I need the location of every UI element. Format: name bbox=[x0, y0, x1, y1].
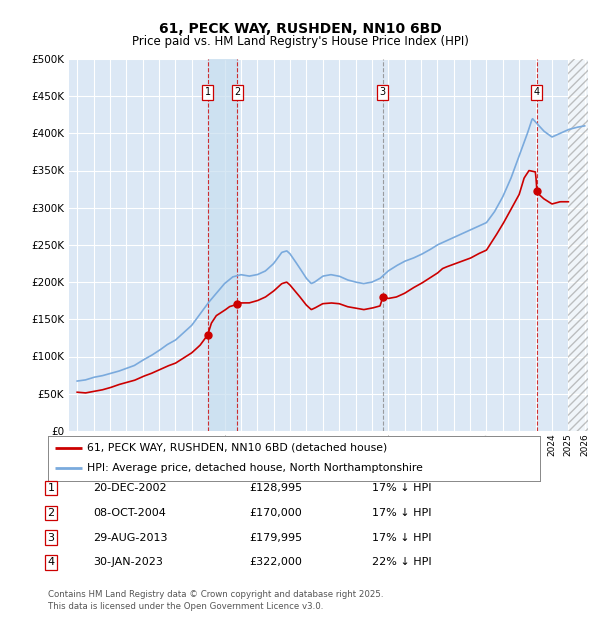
Text: 20-DEC-2002: 20-DEC-2002 bbox=[93, 483, 167, 493]
Bar bbox=[208, 59, 237, 431]
Text: 22% ↓ HPI: 22% ↓ HPI bbox=[372, 557, 431, 567]
Text: £128,995: £128,995 bbox=[249, 483, 302, 493]
Text: 3: 3 bbox=[380, 87, 386, 97]
Text: £179,995: £179,995 bbox=[249, 533, 302, 542]
Text: 1: 1 bbox=[47, 483, 55, 493]
Text: 4: 4 bbox=[47, 557, 55, 567]
Text: 4: 4 bbox=[534, 87, 540, 97]
Text: Price paid vs. HM Land Registry's House Price Index (HPI): Price paid vs. HM Land Registry's House … bbox=[131, 35, 469, 48]
Text: £322,000: £322,000 bbox=[249, 557, 302, 567]
Text: 3: 3 bbox=[47, 533, 55, 542]
Text: 2: 2 bbox=[47, 508, 55, 518]
Text: 17% ↓ HPI: 17% ↓ HPI bbox=[372, 483, 431, 493]
Text: 61, PECK WAY, RUSHDEN, NN10 6BD (detached house): 61, PECK WAY, RUSHDEN, NN10 6BD (detache… bbox=[88, 443, 388, 453]
Text: Contains HM Land Registry data © Crown copyright and database right 2025.
This d: Contains HM Land Registry data © Crown c… bbox=[48, 590, 383, 611]
Text: 17% ↓ HPI: 17% ↓ HPI bbox=[372, 508, 431, 518]
Text: 17% ↓ HPI: 17% ↓ HPI bbox=[372, 533, 431, 542]
Text: 29-AUG-2013: 29-AUG-2013 bbox=[93, 533, 167, 542]
Text: 30-JAN-2023: 30-JAN-2023 bbox=[93, 557, 163, 567]
Text: 61, PECK WAY, RUSHDEN, NN10 6BD: 61, PECK WAY, RUSHDEN, NN10 6BD bbox=[158, 22, 442, 36]
Bar bbox=[568, 59, 593, 431]
Text: 08-OCT-2004: 08-OCT-2004 bbox=[93, 508, 166, 518]
Text: HPI: Average price, detached house, North Northamptonshire: HPI: Average price, detached house, Nort… bbox=[88, 463, 423, 474]
Text: 2: 2 bbox=[234, 87, 240, 97]
Text: £170,000: £170,000 bbox=[249, 508, 302, 518]
Text: 1: 1 bbox=[205, 87, 211, 97]
